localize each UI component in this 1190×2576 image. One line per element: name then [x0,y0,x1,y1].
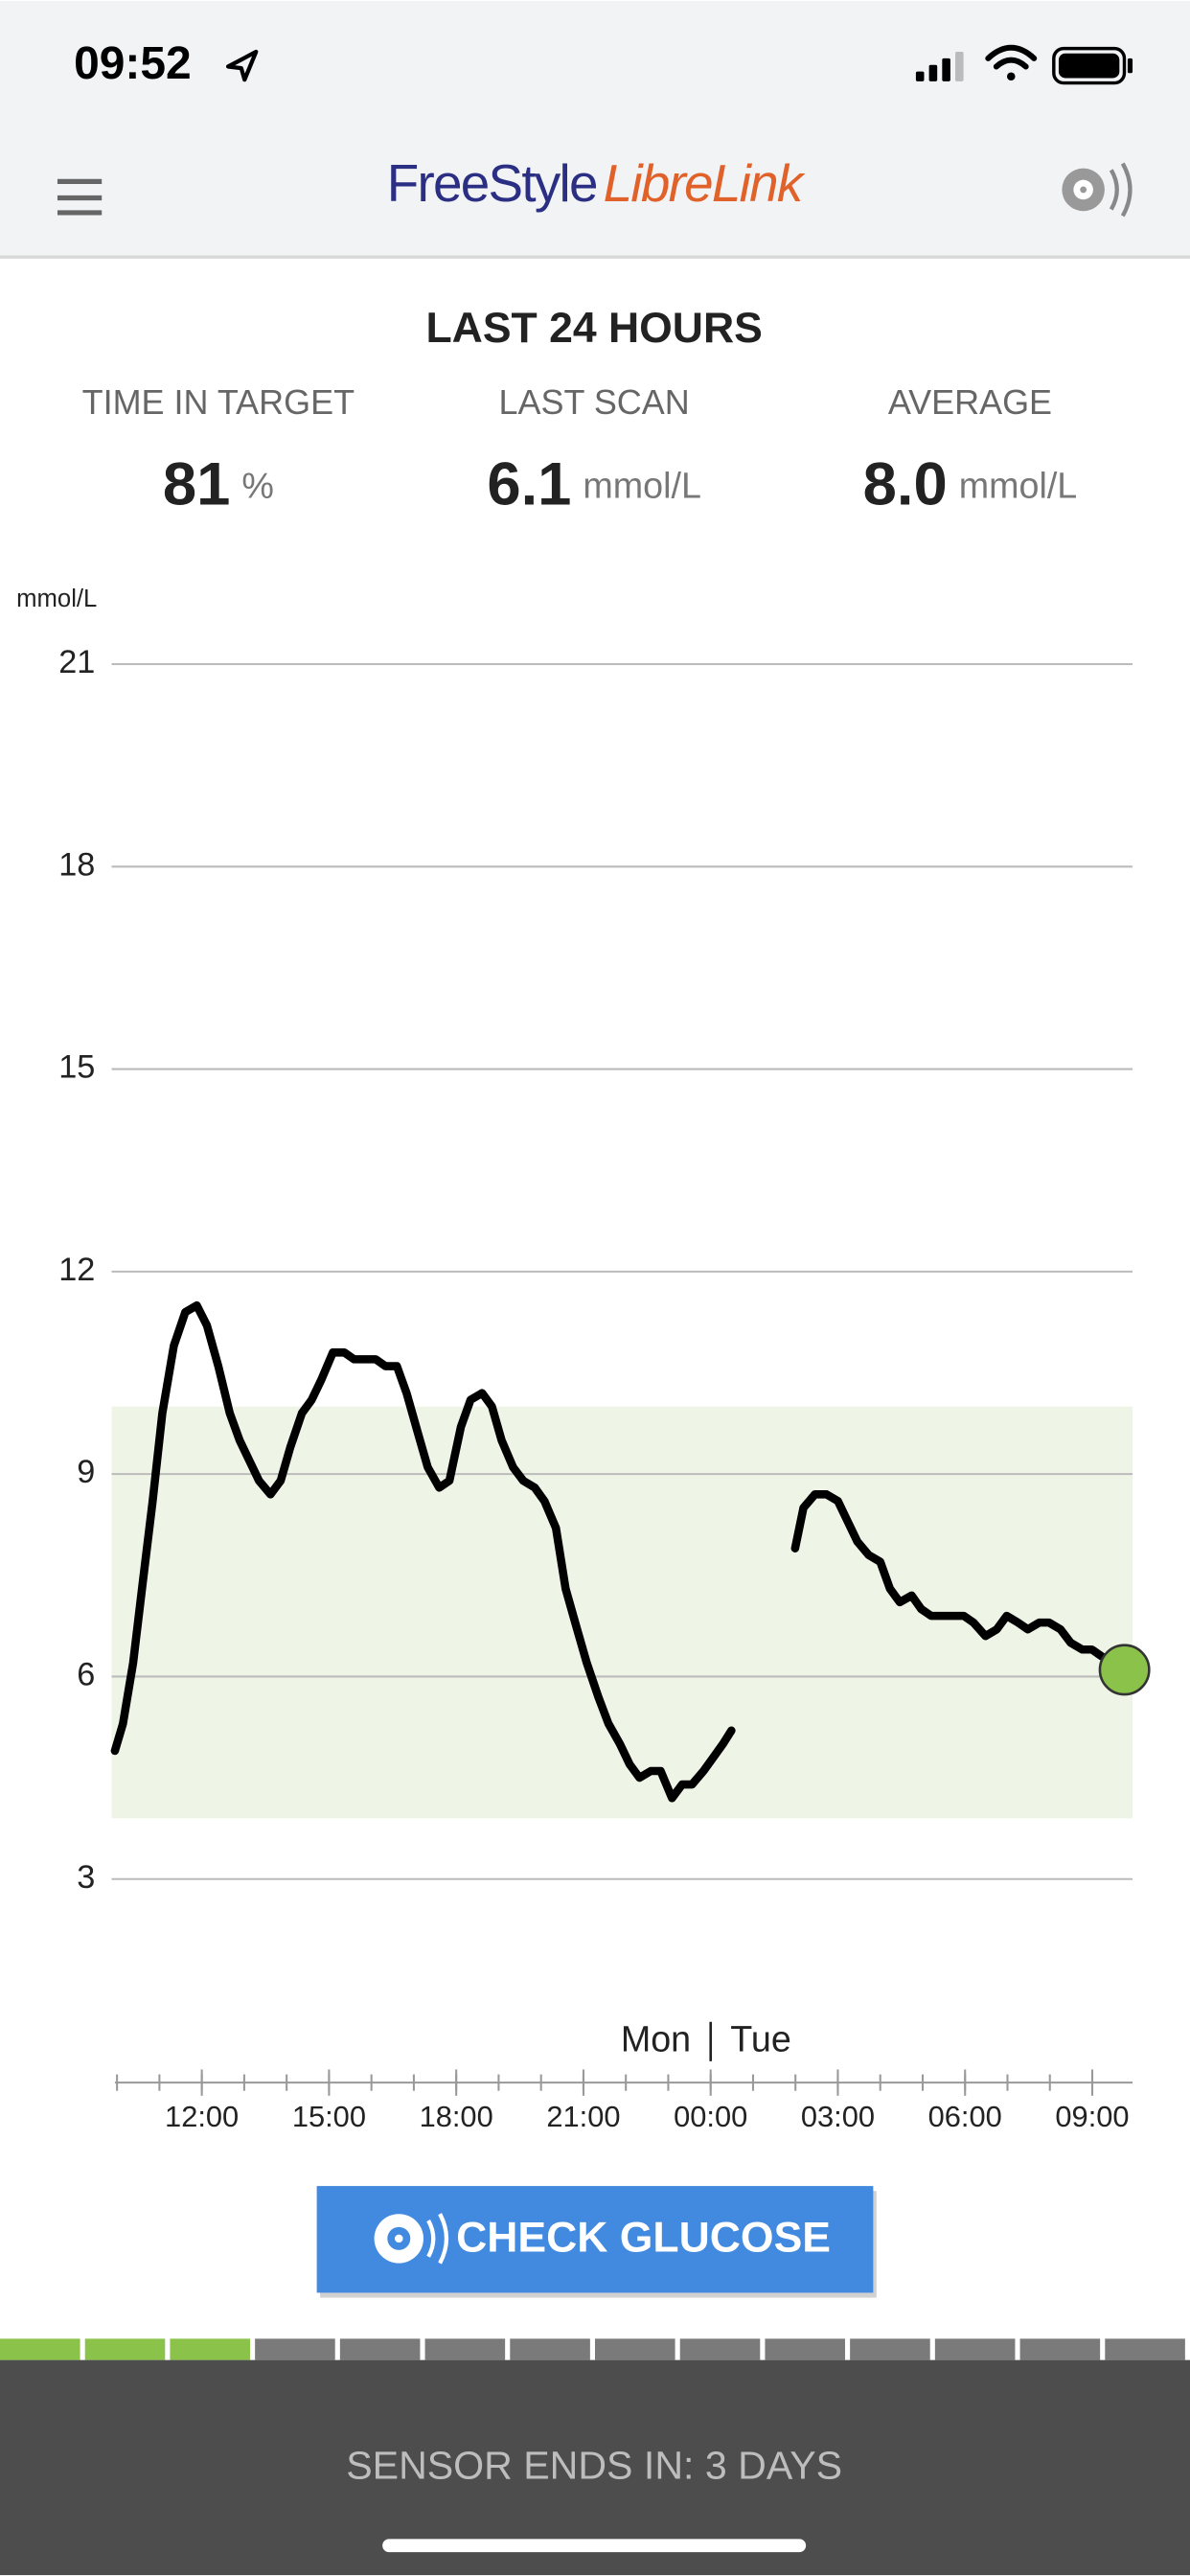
sensor-status: SENSOR ENDS IN: 3 DAYS [346,2444,842,2488]
x-tick-label: 03:00 [801,2100,875,2133]
sensor-progress-segment [765,2338,846,2360]
x-tick-label: 15:00 [292,2100,366,2133]
stat-label: LAST SCAN [499,382,690,422]
sensor-progress-segment [255,2338,335,2360]
sensor-progress-segment [1019,2338,1101,2360]
sensor-progress-segment [679,2338,761,2360]
sensor-progress-segment [170,2338,251,2360]
stat-value: 6.1 [487,450,571,518]
glucose-line [110,1300,1129,1803]
x-tick-label: 09:00 [1055,2100,1129,2133]
y-tick-label: 6 [77,1656,95,1692]
y-tick-label: 9 [77,1454,95,1490]
current-reading [1098,1644,1151,1696]
logo-brand: FreeStyle [387,154,597,214]
app-logo: FreeStyle LibreLink [387,154,806,214]
sensor-progress-segment [850,2338,930,2360]
sensor-progress-segment [1105,2338,1185,2360]
stat-label: TIME IN TARGET [82,382,355,422]
sensor-progress-segment [0,2338,80,2360]
x-tick-label: 00:00 [674,2100,747,2133]
battery-icon [1052,46,1133,85]
stat: 81% [163,450,274,518]
stat: 8.0 mmol/L [863,450,1078,518]
stat-value: 8.0 [863,450,948,518]
stat-unit: mmol/L [583,466,701,506]
sensor-progress-segment [595,2338,675,2360]
location-icon [225,49,259,82]
wifi-icon [985,44,1038,81]
x-tick-label: 21:00 [546,2100,620,2133]
y-tick-label: 15 [58,1049,95,1086]
stat-unit: % [241,466,274,506]
check-glucose-button[interactable]: CHECK GLUCOSE [316,2186,877,2298]
y-tick-label: 18 [58,846,95,883]
stat: 6.1 mmol/L [487,450,701,518]
sensor-progress-segment [424,2338,506,2360]
menu-button[interactable] [57,178,103,216]
logo-product: LibreLink [604,154,806,214]
summary-title: LAST 24 HOURS [425,305,762,352]
x-tick-label: 18:00 [420,2100,493,2133]
sensor-progress-segment [510,2338,590,2360]
day-label: Mon [621,2018,691,2058]
stat-value: 81 [163,450,231,518]
y-tick-label: 12 [58,1252,95,1288]
day-label: Tue [730,2018,791,2058]
scan-sensor-button[interactable] [1062,162,1133,218]
stat-unit: mmol/L [959,466,1078,506]
signal-icon [915,52,964,81]
sensor-progress-segment [339,2338,421,2360]
stat-label: AVERAGE [888,382,1052,422]
button-label[interactable]: CHECK GLUCOSE [456,2214,831,2261]
x-tick-label: 12:00 [165,2100,239,2133]
home-indicator [382,2539,807,2553]
status-time: 09:52 [74,38,192,89]
y-tick-label: 3 [77,1859,95,1896]
sensor-progress-segment [84,2338,166,2360]
sensor-progress-segment [934,2338,1016,2360]
header-background [0,0,1190,258]
y-tick-label: 21 [58,644,95,680]
x-tick-label: 06:00 [928,2100,1002,2133]
y-axis-label: mmol/L [16,586,97,612]
